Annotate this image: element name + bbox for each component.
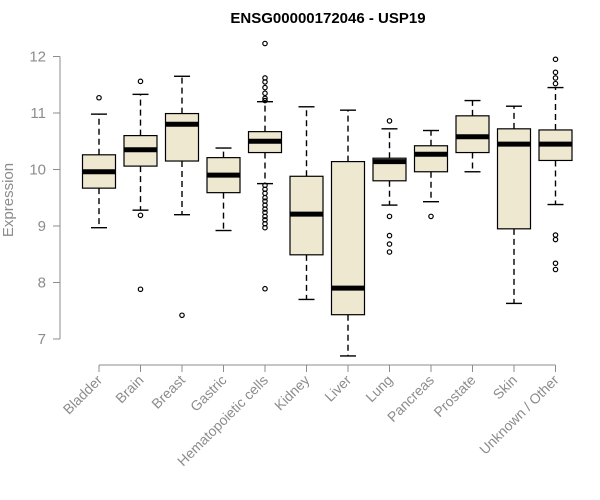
box-brain	[123, 78, 158, 293]
outlier-point	[552, 56, 559, 63]
outlier-point	[552, 69, 559, 76]
outlier-point	[552, 236, 559, 243]
outlier-point	[262, 90, 268, 97]
box-gastric	[206, 147, 241, 232]
outlier-point	[262, 213, 268, 220]
x-tick-label: Brain	[112, 372, 146, 406]
outlier-point	[262, 79, 268, 85]
y-tick-label: 11	[30, 105, 46, 122]
y-axis: 7 8 9 10 11 12	[29, 49, 61, 348]
box-kidney	[289, 106, 324, 301]
outlier-point	[137, 286, 144, 293]
y-tick-label: 9	[38, 218, 46, 235]
outlier-point	[552, 75, 559, 81]
x-tick-label: Prostate	[430, 372, 478, 420]
outlier-point	[386, 213, 393, 220]
box-prostate	[455, 99, 490, 173]
outlier-point	[386, 249, 393, 255]
box-bladder	[81, 94, 117, 229]
outlier-point	[552, 80, 559, 87]
box-group	[81, 40, 573, 357]
y-tick-label: 10	[29, 162, 46, 179]
outlier-point	[262, 285, 268, 292]
x-tick-label: Bladder	[60, 372, 106, 418]
outlier-point	[262, 40, 268, 47]
outlier-point	[137, 78, 144, 85]
outlier-point	[262, 194, 268, 201]
box-pancreas	[413, 129, 449, 220]
iqr-box	[455, 115, 490, 154]
y-tick-label: 12	[29, 49, 46, 66]
iqr-box	[413, 145, 449, 173]
x-tick-label: Liver	[321, 372, 354, 405]
x-tick-label: Kidney	[271, 372, 313, 414]
box-skin	[496, 105, 532, 305]
box-hematopoietic-cells	[247, 40, 283, 292]
outlier-point	[386, 232, 393, 239]
outlier-point	[262, 224, 268, 231]
outlier-point	[262, 206, 268, 212]
outlier-point	[552, 232, 559, 238]
chart-title: ENSG00000172046 - USP19	[230, 10, 425, 27]
outlier-point	[262, 97, 268, 104]
box-lung	[372, 118, 407, 255]
x-tick-label: Unknown / Other	[476, 372, 562, 458]
x-tick-label: Lung	[362, 372, 395, 405]
outlier-point	[428, 213, 434, 220]
outlier-point	[262, 84, 268, 91]
x-tick-label: Breast	[148, 372, 188, 412]
outlier-point	[552, 266, 559, 273]
outlier-point	[552, 260, 559, 267]
iqr-box	[164, 112, 200, 162]
x-tick-label: Skin	[490, 372, 521, 403]
outlier-point	[262, 95, 268, 102]
box-liver	[330, 109, 366, 357]
outlier-point	[96, 94, 102, 101]
outlier-point	[137, 212, 144, 219]
iqr-box	[330, 160, 366, 316]
outlier-point	[386, 118, 393, 124]
y-tick-label: 7	[38, 331, 46, 348]
y-axis-label: Expression	[0, 163, 17, 237]
box-unknown-other	[538, 56, 573, 273]
box-breast	[164, 75, 200, 319]
outlier-point	[386, 241, 393, 247]
y-tick-label: 8	[38, 275, 46, 292]
outlier-point	[179, 312, 185, 319]
